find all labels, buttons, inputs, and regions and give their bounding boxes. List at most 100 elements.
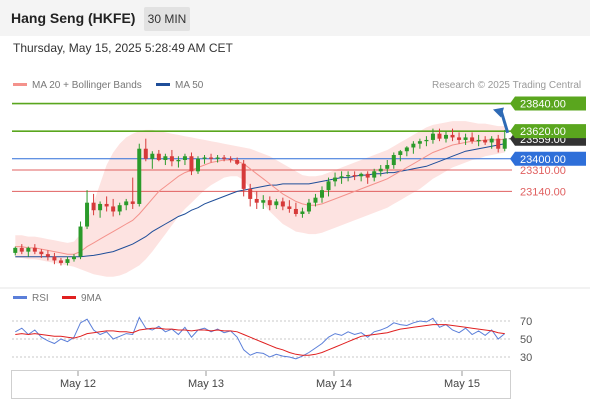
level-tag-23140.00-label: 23140.00 <box>520 186 566 198</box>
candle-body <box>202 157 207 159</box>
candle-body <box>117 205 122 212</box>
candle-body <box>313 197 318 203</box>
candle-body <box>352 175 357 177</box>
candle-body <box>39 251 44 255</box>
candle-body <box>91 202 96 211</box>
candle-body <box>333 177 338 182</box>
candle-body <box>372 171 377 178</box>
candle-body <box>26 247 31 252</box>
candle-body <box>378 168 383 172</box>
candle-body <box>339 176 344 178</box>
candle-body <box>359 173 364 177</box>
ma9-swatch <box>62 295 76 299</box>
candle-body <box>189 156 194 172</box>
level-tag-23310.00-label: 23310.00 <box>520 165 566 177</box>
candle-body <box>182 156 187 161</box>
candle-body <box>196 158 200 172</box>
candle-body <box>58 260 63 263</box>
rsi-legend-label: RSI <box>32 293 49 304</box>
candle-body <box>111 206 116 212</box>
level-tag-23310.00: 23310.00 <box>520 165 566 177</box>
candle-body <box>463 137 468 140</box>
rsi-swatch <box>13 295 27 299</box>
candle-body <box>326 181 331 191</box>
candle-body <box>437 133 442 139</box>
level-tag-23620.00: 23620.00 <box>510 124 586 139</box>
x-tick-label: May 14 <box>316 378 352 390</box>
candle-body <box>143 148 148 159</box>
chart-header: Hang Seng (HKFE) 30 MIN <box>0 0 590 36</box>
candle-body <box>130 201 135 204</box>
candle-body <box>32 247 37 252</box>
candle-body <box>13 247 18 253</box>
candle-body <box>254 198 259 203</box>
ma9-legend-label: 9MA <box>81 293 102 304</box>
x-tick-label: May 15 <box>444 378 480 390</box>
candle-body <box>300 211 305 214</box>
level-tag-23840.00-label: 23840.00 <box>520 99 566 111</box>
candle-body <box>215 157 220 159</box>
x-axis-frame <box>11 370 511 399</box>
candle-body <box>385 165 390 169</box>
level-tag-23840.00: 23840.00 <box>510 96 586 111</box>
rsi-ma9-line <box>15 324 505 356</box>
candle-body <box>267 200 272 206</box>
candle-body <box>280 201 285 207</box>
ma50-swatch <box>156 82 170 86</box>
level-tag-23400.00: 23400.00 <box>510 151 586 166</box>
candle-body <box>404 147 409 152</box>
candle-body <box>222 157 227 159</box>
level-tag-23620.00-bg <box>510 124 586 139</box>
candle-body <box>156 153 161 161</box>
candle-body <box>483 139 488 143</box>
ma50-line <box>15 143 505 258</box>
rsi-tick-label: 70 <box>520 316 532 328</box>
rsi-line <box>15 316 506 360</box>
ma50-legend-label: MA 50 <box>175 80 204 91</box>
candle-body <box>346 175 351 177</box>
candle-body <box>476 139 481 142</box>
bollinger-band-area <box>15 121 505 277</box>
rsi-tick-label: 50 <box>520 334 532 346</box>
ma50-legend: MA 50 <box>156 80 203 91</box>
candle-body <box>457 137 462 140</box>
candle-body <box>228 158 233 161</box>
candle-body <box>496 138 501 149</box>
candle-body <box>241 163 246 189</box>
level-tag-23620.00-label: 23620.00 <box>520 126 566 138</box>
candle-body <box>411 143 416 148</box>
ma20-legend: MA 20 + Bollinger Bands <box>13 80 142 91</box>
candle-body <box>489 138 494 143</box>
candle-body <box>235 160 240 164</box>
candle-body <box>293 208 298 214</box>
ma9-legend: 9MA <box>62 293 102 304</box>
timestamp: Thursday, May 15, 2025 5:28:49 AM CET <box>13 41 233 55</box>
ma20-swatch <box>13 82 27 86</box>
rsi-legend: RSI <box>13 293 49 304</box>
candle-body <box>78 226 83 257</box>
candle-body <box>417 141 422 144</box>
candle-body <box>52 256 57 261</box>
candle-body <box>274 201 279 206</box>
forecast-arrow-shaft <box>499 110 510 134</box>
interval-selector[interactable]: 30 MIN <box>144 7 190 31</box>
candle-body <box>19 247 24 252</box>
candle-body <box>398 151 403 155</box>
copyright-notice: Research © 2025 Trading Central <box>432 80 582 91</box>
candle-body <box>98 203 103 211</box>
x-tick-label: May 13 <box>188 378 224 390</box>
forecast-arrow-head <box>493 107 504 118</box>
candle-body <box>163 156 168 161</box>
candle-body <box>450 134 455 138</box>
candle-body <box>261 200 266 203</box>
candle-body <box>287 206 292 209</box>
candle-body <box>176 160 181 162</box>
candle-body <box>502 138 507 149</box>
candle-body <box>470 137 475 142</box>
candle-body <box>444 134 448 139</box>
candle-body <box>72 256 76 260</box>
candles-group <box>13 128 507 266</box>
candle-body <box>45 254 50 257</box>
level-tag-23400.00-bg <box>510 151 586 166</box>
